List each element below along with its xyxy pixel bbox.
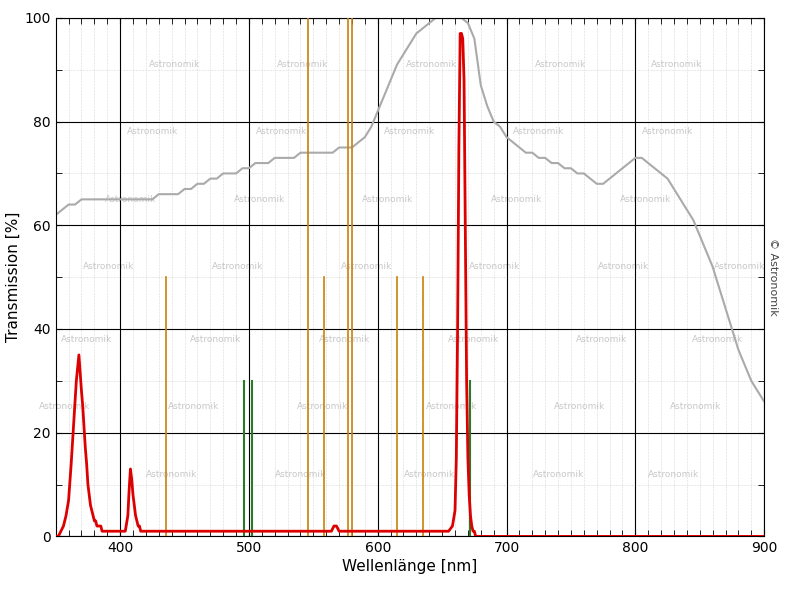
Text: Astronomik: Astronomik	[470, 262, 521, 271]
X-axis label: Wellenlänge [nm]: Wellenlänge [nm]	[342, 560, 478, 575]
Text: Astronomik: Astronomik	[620, 195, 671, 204]
Text: Astronomik: Astronomik	[39, 402, 91, 411]
Text: Astronomik: Astronomik	[105, 195, 156, 204]
Text: Astronomik: Astronomik	[297, 402, 348, 411]
Text: Astronomik: Astronomik	[149, 60, 200, 69]
Y-axis label: Transmission [%]: Transmission [%]	[6, 212, 21, 342]
Text: Astronomik: Astronomik	[384, 128, 435, 136]
Text: Astronomik: Astronomik	[275, 470, 326, 479]
Text: Astronomik: Astronomik	[146, 470, 197, 479]
Text: Astronomik: Astronomik	[649, 470, 700, 479]
Text: Astronomik: Astronomik	[651, 60, 702, 69]
Text: Astronomik: Astronomik	[318, 335, 370, 344]
Text: Astronomik: Astronomik	[168, 402, 219, 411]
Text: Astronomik: Astronomik	[670, 402, 721, 411]
Text: Astronomik: Astronomik	[212, 262, 263, 271]
Text: © Astronomik: © Astronomik	[767, 238, 778, 316]
Text: Astronomik: Astronomik	[127, 128, 178, 136]
Text: Astronomik: Astronomik	[535, 60, 587, 69]
Text: Astronomik: Astronomik	[404, 470, 455, 479]
Text: Astronomik: Astronomik	[533, 470, 583, 479]
Text: Astronomik: Astronomik	[513, 128, 564, 136]
Text: Astronomik: Astronomik	[341, 262, 392, 271]
Text: Astronomik: Astronomik	[714, 262, 765, 271]
Text: Astronomik: Astronomik	[426, 402, 477, 411]
Text: Astronomik: Astronomik	[233, 195, 285, 204]
Text: Astronomik: Astronomik	[189, 335, 241, 344]
Text: Astronomik: Astronomik	[554, 402, 606, 411]
Text: Astronomik: Astronomik	[362, 195, 414, 204]
Text: Astronomik: Astronomik	[447, 335, 498, 344]
Text: Astronomik: Astronomik	[406, 60, 458, 69]
Text: Astronomik: Astronomik	[598, 262, 650, 271]
Text: Astronomik: Astronomik	[576, 335, 627, 344]
Text: Astronomik: Astronomik	[277, 60, 329, 69]
Text: Astronomik: Astronomik	[256, 128, 306, 136]
Text: Astronomik: Astronomik	[693, 335, 743, 344]
Text: Astronomik: Astronomik	[642, 128, 693, 136]
Text: Astronomik: Astronomik	[491, 195, 543, 204]
Text: Astronomik: Astronomik	[83, 262, 135, 271]
Text: Astronomik: Astronomik	[61, 335, 112, 344]
